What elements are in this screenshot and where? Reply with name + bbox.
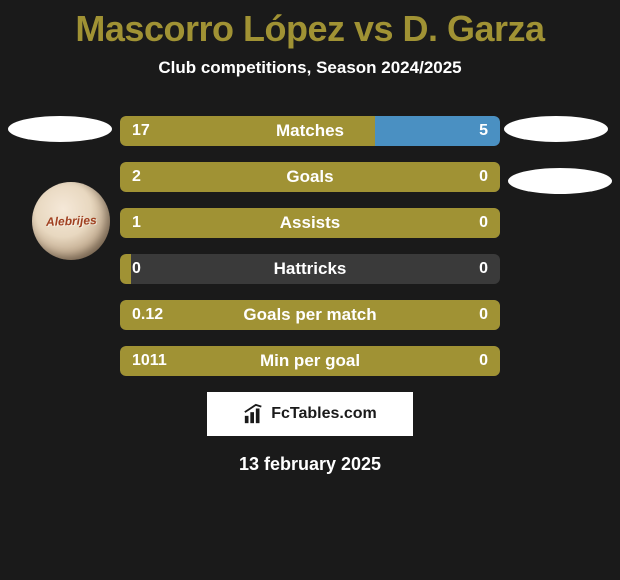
- stat-value-left: 0.12: [132, 306, 163, 324]
- player-left-placeholder: [8, 116, 112, 142]
- club-badge-label: Alebrijes: [45, 213, 96, 229]
- stat-value-right: 0: [479, 214, 488, 232]
- club-right-placeholder: [508, 168, 612, 194]
- stat-value-left: 1011: [132, 352, 167, 370]
- stat-value-right: 0: [479, 306, 488, 324]
- club-left-badge: Alebrijes: [32, 182, 110, 260]
- stat-label: Goals per match: [243, 305, 376, 325]
- stats-container: Alebrijes 17 Matches 5 2 Goals 0 1 Assists 0 0 Hat…: [0, 116, 620, 376]
- stat-label: Matches: [276, 121, 344, 141]
- stat-value-right: 0: [479, 260, 488, 278]
- subtitle: Club competitions, Season 2024/2025: [0, 58, 620, 78]
- stat-label: Hattricks: [274, 259, 347, 279]
- stat-value-left: 1: [132, 214, 141, 232]
- stat-value-left: 2: [132, 168, 141, 186]
- stat-row: 17 Matches 5: [120, 116, 500, 146]
- stat-label: Goals: [286, 167, 333, 187]
- stat-bar-left: [120, 254, 131, 284]
- footer-brand-badge: FcTables.com: [207, 392, 413, 436]
- chart-icon: [243, 403, 265, 425]
- stat-value-left: 0: [132, 260, 141, 278]
- stat-row: 1 Assists 0: [120, 208, 500, 238]
- stat-row: 0.12 Goals per match 0: [120, 300, 500, 330]
- stat-label: Min per goal: [260, 351, 360, 371]
- stat-row: 2 Goals 0: [120, 162, 500, 192]
- stats-list: 17Matches52Goals01Assists00Hattricks00.1…: [120, 116, 500, 376]
- stat-value-right: 0: [479, 352, 488, 370]
- stat-value-left: 17: [132, 122, 150, 140]
- page-title: Mascorro López vs D. Garza: [0, 0, 620, 50]
- stat-value-right: 5: [479, 122, 488, 140]
- stat-row: 0 Hattricks 0: [120, 254, 500, 284]
- player-right-placeholder: [504, 116, 608, 142]
- stat-label: Assists: [280, 213, 340, 233]
- date-label: 13 february 2025: [0, 454, 620, 475]
- stat-row: 1011 Min per goal 0: [120, 346, 500, 376]
- footer-brand-text: FcTables.com: [271, 405, 377, 423]
- stat-value-right: 0: [479, 168, 488, 186]
